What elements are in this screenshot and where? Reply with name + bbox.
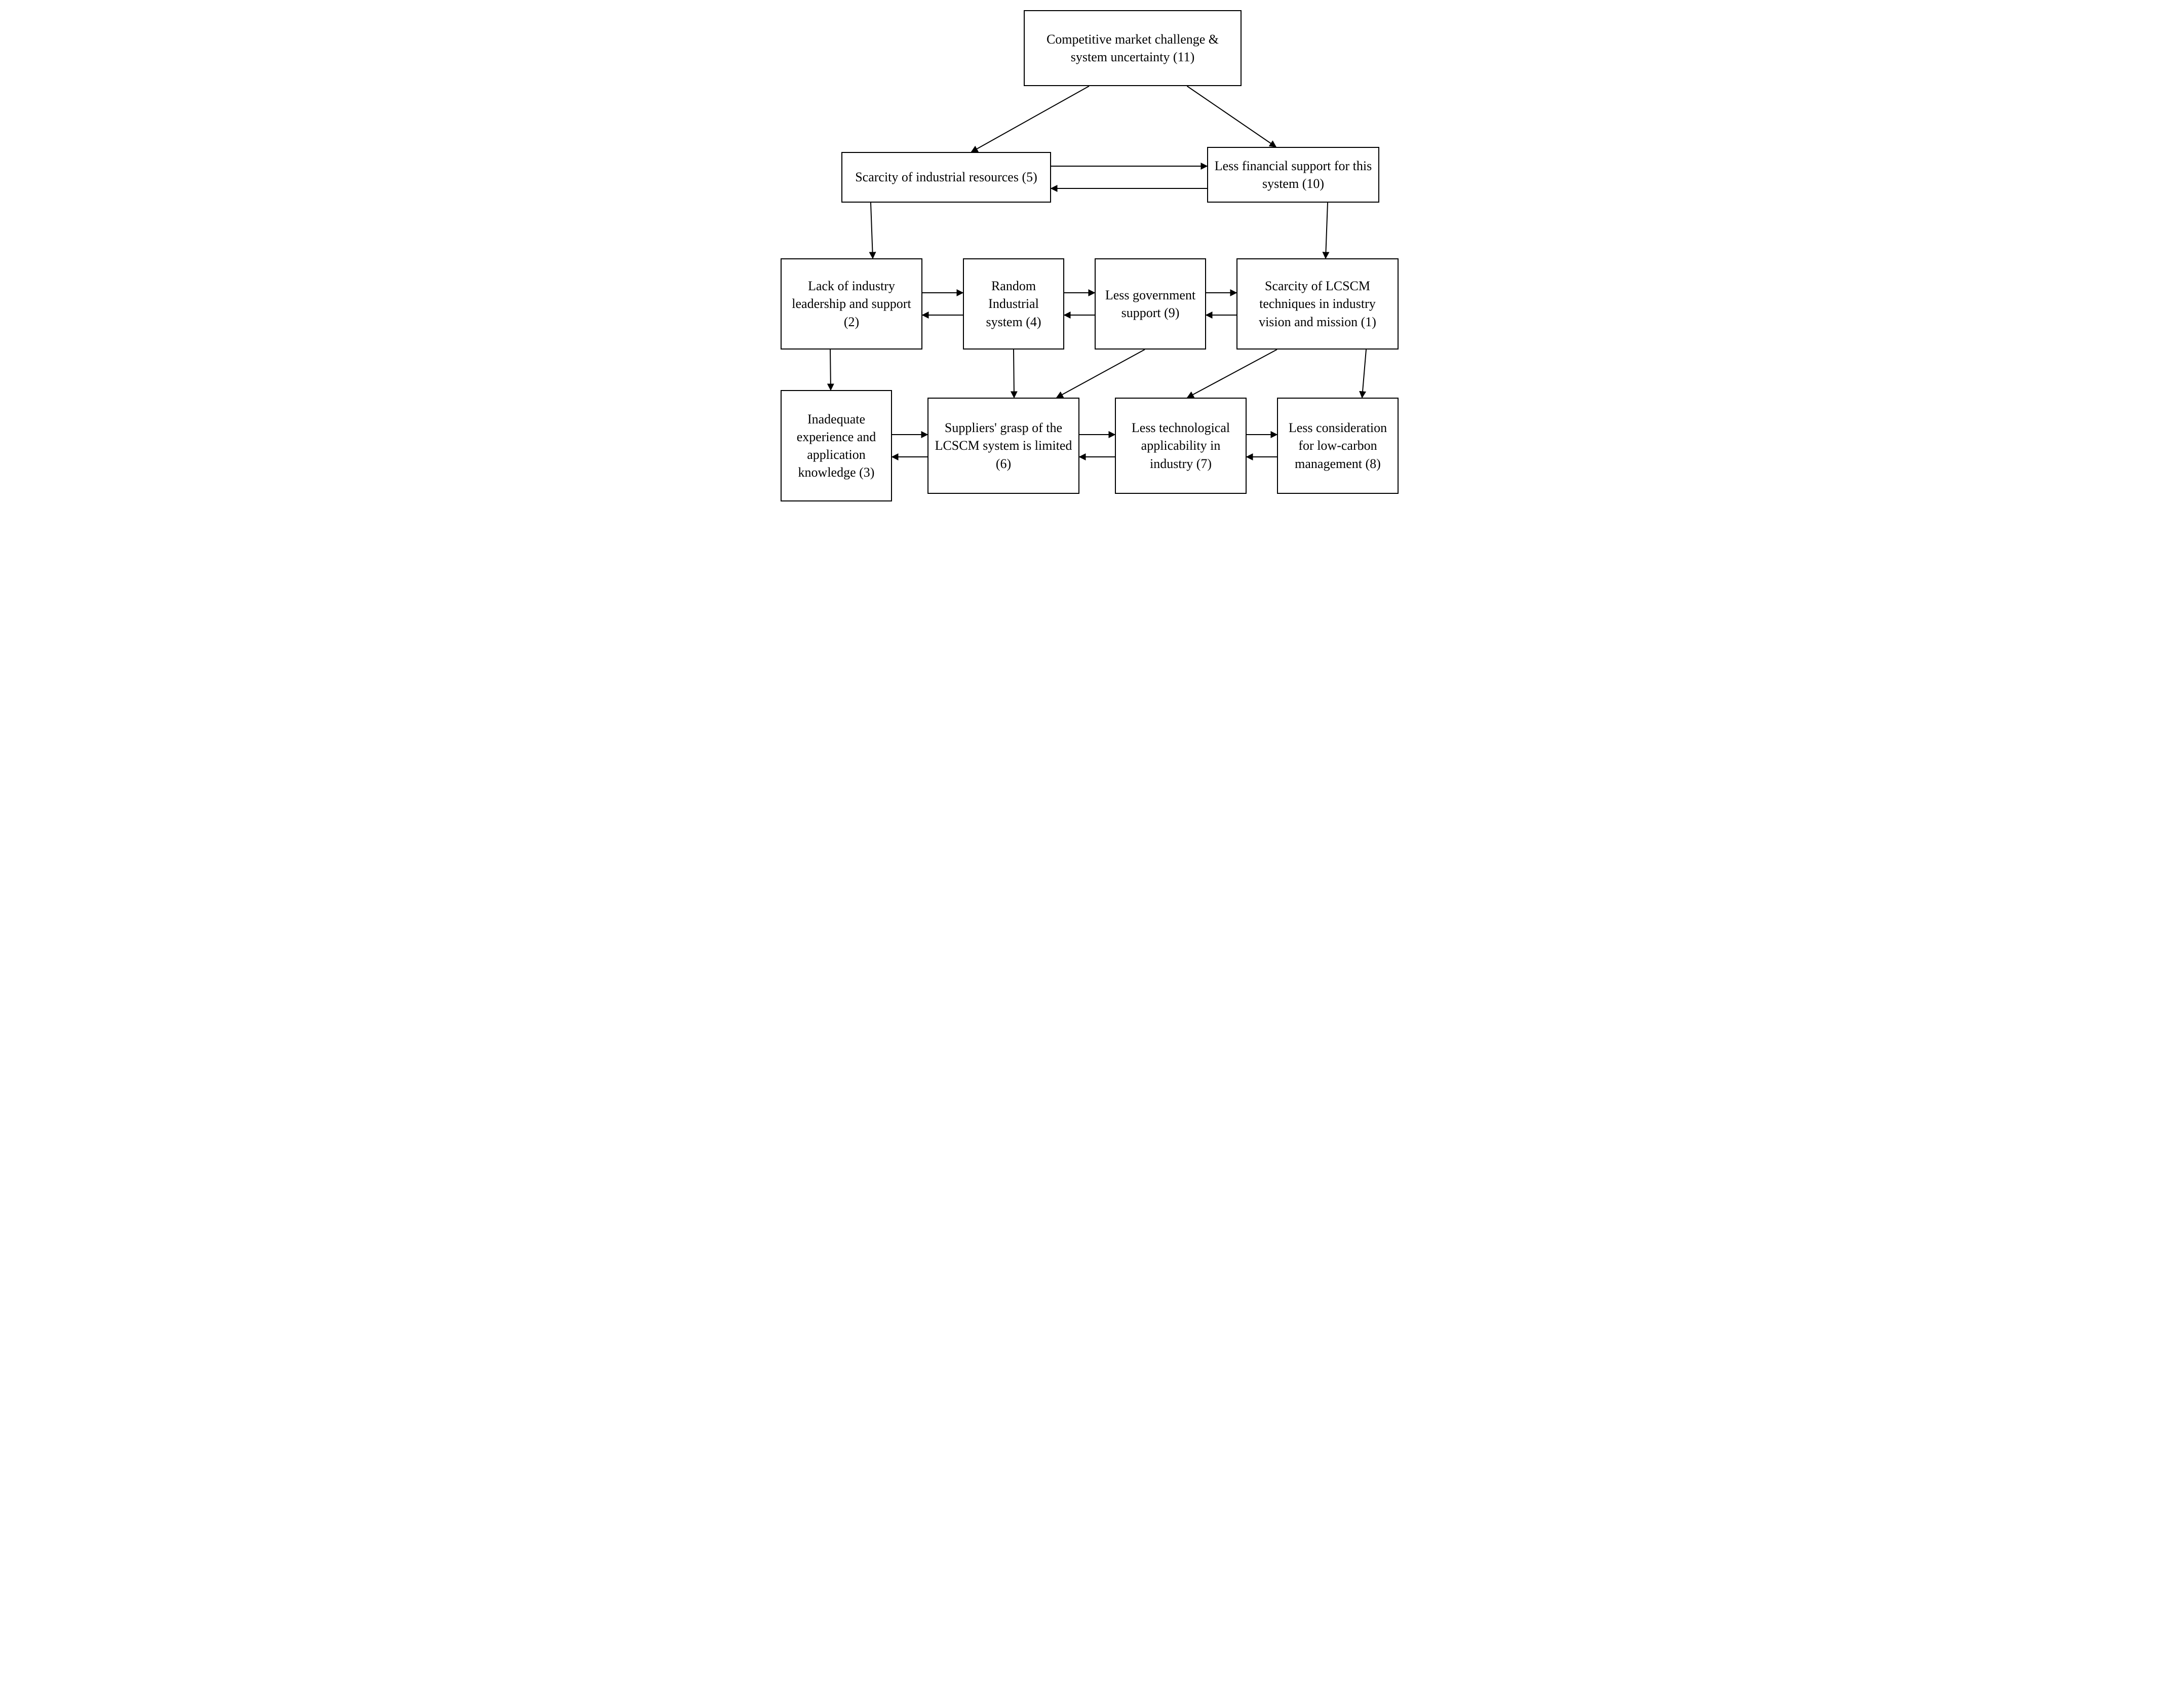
node-n2: Lack of industry leadership and support … [781, 258, 922, 350]
flowchart-canvas: Competitive market challenge & system un… [760, 0, 1409, 511]
node-n3: Inadequate experience and application kn… [781, 390, 892, 501]
node-n9: Less government support (9) [1095, 258, 1206, 350]
node-n10: Less financial support for this system (… [1207, 147, 1379, 203]
node-n1: Scarcity of LCSCM techniques in industry… [1236, 258, 1399, 350]
node-n6: Suppliers' grasp of the LCSCM system is … [927, 398, 1079, 494]
node-n8: Less consideration for low-carbon manage… [1277, 398, 1399, 494]
node-n5: Scarcity of industrial resources (5) [841, 152, 1051, 203]
node-n4: Random Industrial system (4) [963, 258, 1064, 350]
node-n11: Competitive market challenge & system un… [1024, 10, 1242, 86]
node-n7: Less technological applicability in indu… [1115, 398, 1247, 494]
